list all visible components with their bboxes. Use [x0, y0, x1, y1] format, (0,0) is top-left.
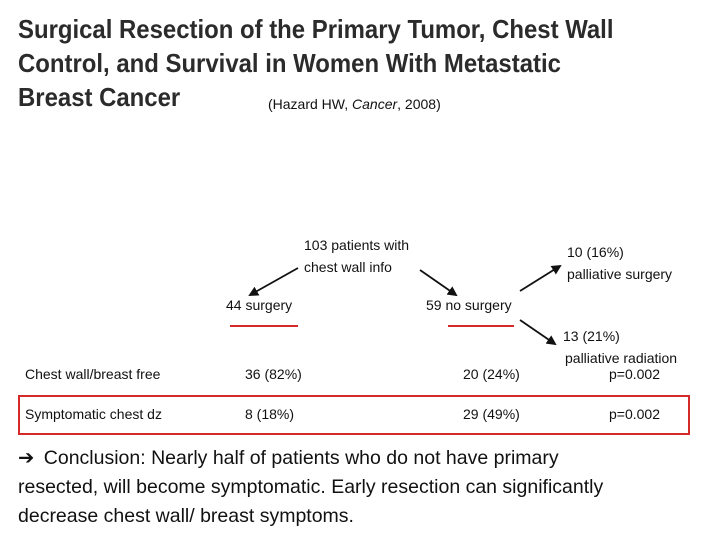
no-surgery-underline [448, 325, 514, 327]
citation: (Hazard HW, Cancer, 2008) [268, 96, 441, 112]
surgery-node: 44 surgery [226, 297, 293, 313]
palliative-surgery-count: 10 (16%) [567, 244, 624, 260]
arrow-to-palliative-surgery [519, 264, 562, 292]
no-surgery-node: 59 no surgery [426, 297, 512, 313]
arrow-to-no-surgery [419, 269, 458, 297]
row-p-value: p=0.002 [609, 366, 660, 382]
row-p-value: p=0.002 [609, 406, 660, 422]
surgery-underline [230, 325, 298, 327]
slide-title: Surgical Resection of the Primary Tumor,… [18, 12, 662, 114]
row-no-surgery-value: 29 (49%) [463, 406, 520, 422]
palliative-radiation-label: palliative radiation [565, 350, 678, 366]
arrow-right-icon: ➔ [18, 447, 35, 469]
row-no-surgery-value: 20 (24%) [463, 366, 520, 382]
citation-journal: Cancer [352, 96, 398, 112]
arrow-to-palliative-radiation [519, 319, 557, 346]
title-line-2: Control, and Survival in Women With Meta… [18, 48, 561, 78]
arrow-to-surgery [248, 267, 299, 296]
root-node-line-1: 103 patients with [304, 237, 410, 253]
row-surgery-value: 8 (18%) [245, 406, 295, 422]
conclusion-line-2: resected, will become symptomatic. Early… [18, 476, 604, 498]
row-surgery-value: 36 (82%) [245, 366, 302, 382]
citation-prefix: (Hazard HW, [268, 96, 353, 112]
title-line-3: Breast Cancer [18, 82, 181, 112]
conclusion-line-1: ➔ Conclusion: Nearly half of patients wh… [18, 444, 718, 473]
row-label: Symptomatic chest dz [25, 406, 162, 422]
palliative-surgery-label: palliative surgery [567, 266, 673, 282]
conclusion-line-3: decrease chest wall/ breast symptoms. [18, 505, 354, 527]
root-node-line-2: chest wall info [304, 259, 392, 275]
palliative-radiation-count: 13 (21%) [563, 328, 620, 344]
title-line-1: Surgical Resection of the Primary Tumor,… [18, 14, 614, 44]
citation-suffix: , 2008) [397, 96, 441, 112]
highlight-box [18, 395, 690, 435]
conclusion-text-1: Conclusion: Nearly half of patients who … [38, 447, 559, 469]
conclusion: ➔ Conclusion: Nearly half of patients wh… [18, 444, 718, 531]
row-label: Chest wall/breast free [25, 366, 161, 382]
